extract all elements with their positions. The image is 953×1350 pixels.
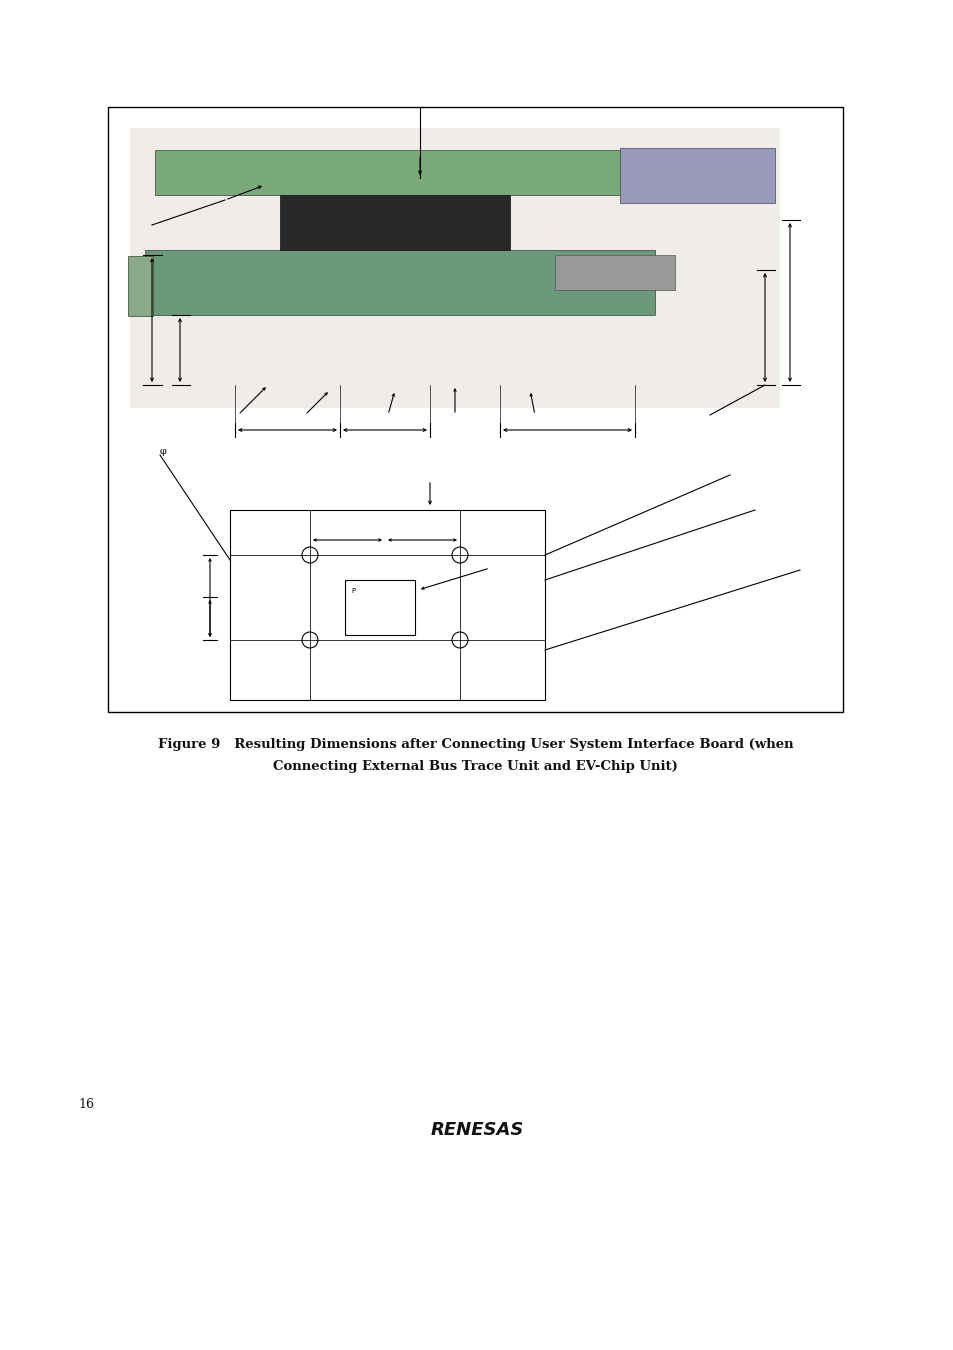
Text: 16: 16 — [78, 1099, 94, 1111]
Text: RENESAS: RENESAS — [430, 1120, 523, 1139]
Bar — [619, 148, 774, 202]
Bar — [230, 510, 544, 701]
Text: P: P — [351, 589, 355, 594]
Text: Connecting External Bus Trace Unit and EV-Chip Unit): Connecting External Bus Trace Unit and E… — [273, 760, 678, 774]
Bar — [154, 150, 675, 194]
Bar — [145, 250, 655, 315]
Bar — [108, 107, 842, 711]
Bar — [128, 256, 152, 316]
Bar — [555, 255, 675, 290]
Bar — [130, 128, 780, 408]
Bar — [345, 580, 415, 634]
Text: φ: φ — [160, 447, 167, 456]
Bar — [280, 194, 510, 250]
Text: Figure 9   Resulting Dimensions after Connecting User System Interface Board (wh: Figure 9 Resulting Dimensions after Conn… — [157, 738, 793, 751]
